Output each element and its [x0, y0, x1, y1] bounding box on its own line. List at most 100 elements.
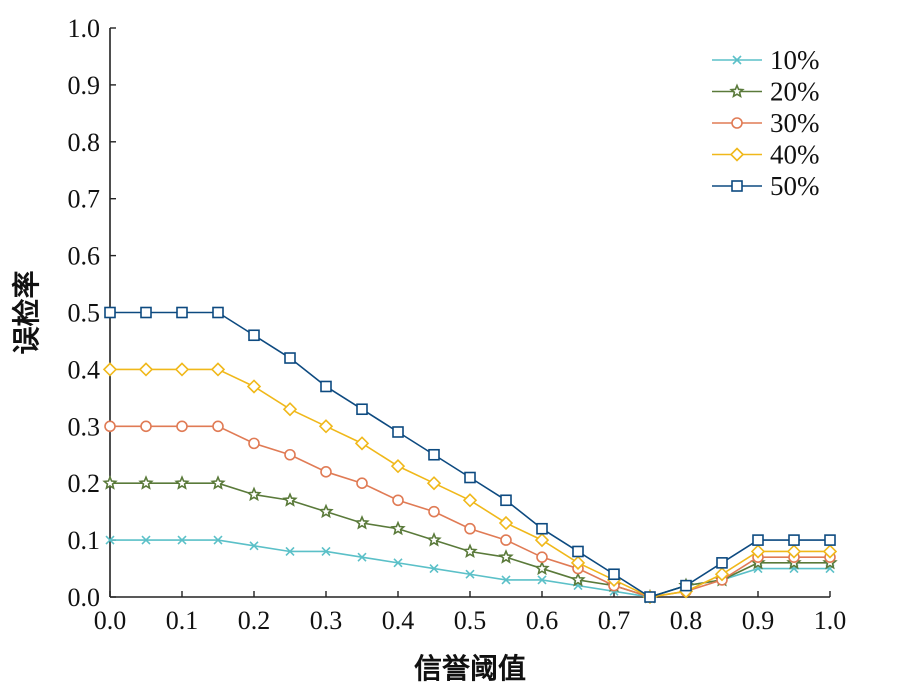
y-tick-label: 0.6	[68, 242, 101, 271]
data-point	[428, 448, 440, 461]
series-layer	[102, 306, 838, 605]
data-point	[174, 475, 190, 490]
data-point	[644, 591, 656, 603]
data-point	[714, 567, 730, 582]
legend-label: 30%	[770, 108, 820, 138]
y-axis-title: 误检率	[10, 270, 43, 354]
data-point	[680, 579, 692, 592]
data-point	[392, 494, 404, 507]
data-point	[498, 515, 514, 531]
series-4	[104, 306, 836, 603]
legend: 10%20%30%40%50%	[712, 45, 820, 201]
data-point	[320, 380, 332, 393]
series-1	[102, 475, 838, 604]
legend-marker	[731, 117, 743, 129]
data-point	[572, 545, 584, 558]
data-point	[500, 494, 512, 507]
data-point	[786, 544, 802, 559]
data-point	[282, 402, 298, 417]
data-point	[393, 558, 403, 568]
x-tick-label: 0.5	[454, 606, 487, 635]
data-point	[212, 306, 224, 319]
data-point	[429, 563, 439, 574]
data-point	[788, 534, 800, 546]
data-point	[210, 362, 226, 377]
x-tick-label: 0.4	[382, 606, 415, 635]
data-point	[426, 476, 442, 491]
data-point	[105, 535, 115, 545]
data-point	[176, 420, 188, 433]
x-tick-label: 0.3	[310, 606, 343, 635]
data-point	[102, 475, 118, 490]
data-point	[213, 535, 223, 545]
x-axis-title: 信誉阈值	[414, 652, 526, 685]
data-point	[140, 420, 152, 433]
data-point	[464, 522, 476, 535]
x-tick-label: 0.7	[598, 606, 631, 635]
y-tick-label: 0.9	[68, 71, 101, 100]
legend-entry: 40%	[712, 140, 820, 170]
legend-label: 10%	[770, 45, 820, 75]
legend-entry: 10%	[712, 45, 820, 75]
legend-label: 50%	[770, 171, 820, 201]
data-point	[177, 535, 187, 545]
legend-label: 40%	[770, 140, 820, 170]
y-tick-label: 0.8	[68, 128, 101, 157]
x-tick-label: 0.9	[742, 606, 775, 635]
data-point	[716, 557, 728, 569]
data-point	[318, 419, 334, 434]
data-point	[465, 569, 475, 579]
y-tick-label: 0.1	[68, 526, 101, 555]
x-tick-label: 0.1	[166, 606, 199, 635]
x-tick-label: 0.2	[238, 606, 271, 635]
data-point	[102, 362, 118, 377]
y-tick-label: 1.0	[68, 14, 101, 43]
data-point	[284, 448, 296, 461]
data-point	[752, 534, 764, 546]
data-point	[320, 466, 332, 478]
data-point	[428, 505, 440, 518]
data-point	[354, 514, 370, 530]
data-point	[138, 475, 154, 490]
x-tick-label: 0.8	[670, 606, 703, 635]
data-point	[248, 329, 260, 342]
data-point	[248, 437, 260, 450]
axes: 0.0 0.1 0.2 0.3 0.4 0.5 0.6 0.7 0.8 0.9 1.0 0.0 0.1 0…	[68, 14, 847, 635]
x-tick-label: 1.0	[814, 606, 847, 635]
legend-entry: 50%	[712, 171, 820, 201]
data-point	[210, 475, 226, 490]
data-point	[356, 403, 368, 416]
data-point	[357, 552, 367, 562]
legend-label: 20%	[770, 77, 820, 107]
data-point	[464, 471, 476, 484]
legend-marker	[729, 83, 745, 99]
data-point	[570, 571, 586, 587]
data-point	[285, 546, 295, 557]
data-point	[822, 544, 838, 559]
y-tick-label: 0.3	[68, 412, 101, 441]
data-point	[176, 306, 188, 319]
data-point	[354, 436, 370, 451]
data-point	[249, 541, 259, 551]
x-tick-label: 0.0	[94, 606, 127, 635]
data-point	[141, 535, 151, 545]
y-tick-label: 0.0	[68, 583, 101, 612]
data-point	[390, 520, 406, 536]
data-point	[750, 544, 766, 559]
data-point	[318, 503, 334, 519]
data-point	[501, 575, 511, 585]
data-point	[608, 568, 620, 581]
legend-entry: 30%	[712, 108, 820, 138]
data-point	[392, 426, 404, 438]
data-point	[140, 306, 152, 319]
y-tick-label: 0.5	[68, 299, 101, 328]
data-point	[498, 549, 514, 564]
y-tick-label: 0.4	[68, 355, 101, 384]
data-point	[534, 532, 550, 548]
data-point	[536, 522, 548, 535]
legend-marker	[732, 55, 742, 65]
data-point	[104, 420, 116, 433]
data-point	[570, 555, 586, 570]
legend-marker	[729, 147, 745, 162]
